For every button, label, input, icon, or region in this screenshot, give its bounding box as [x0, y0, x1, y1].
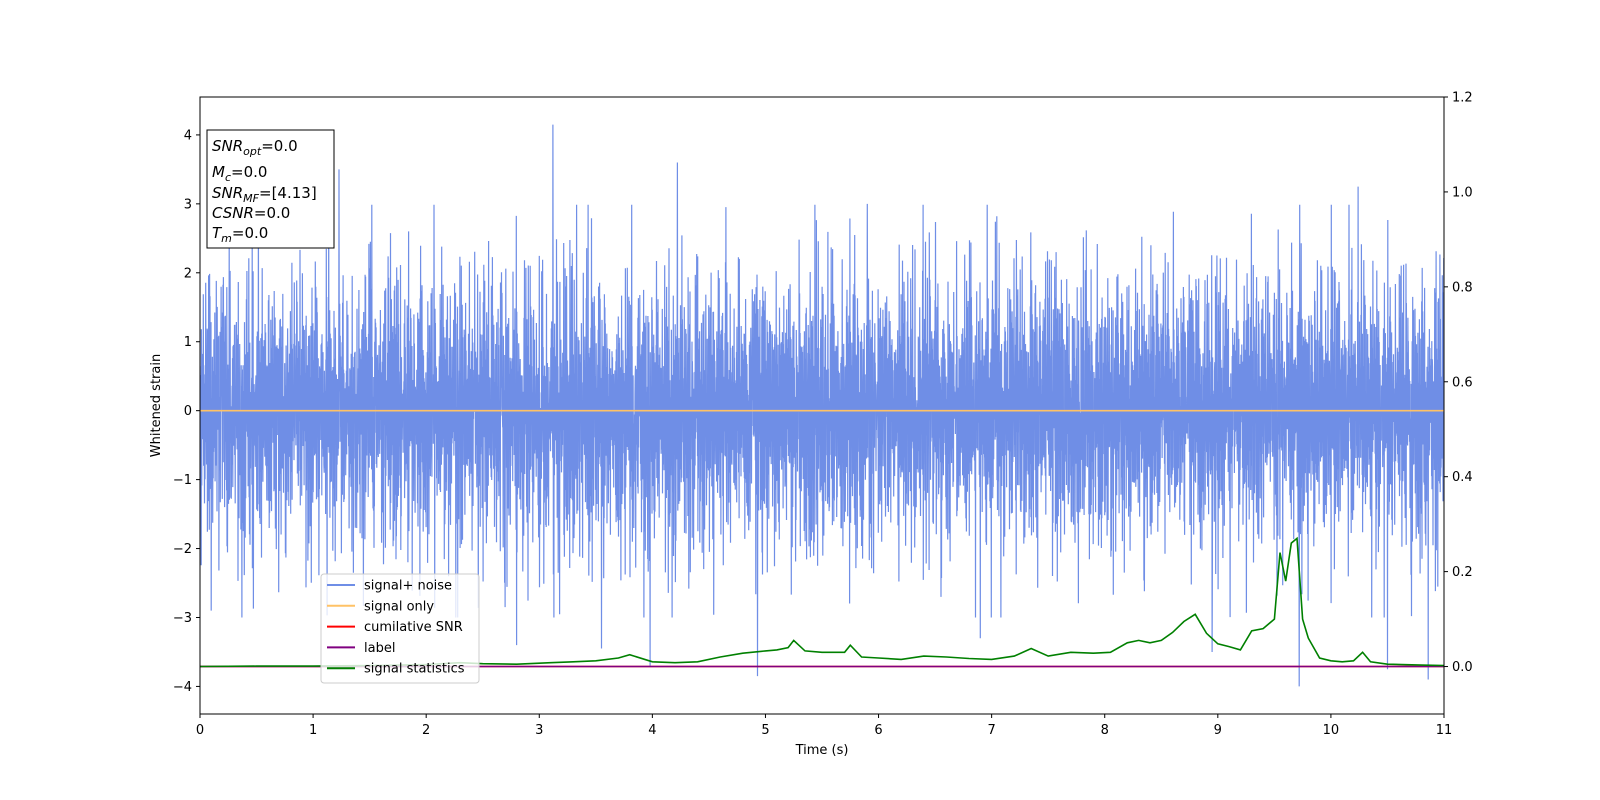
plot-area-frame — [199, 96, 1445, 715]
legend-item-label[interactable]: label — [327, 641, 395, 656]
x-tick-label: 1 — [309, 723, 317, 738]
y2-tick-label: 0.8 — [1452, 280, 1473, 295]
y-tick-label: 4 — [184, 128, 192, 143]
legend-label: label — [364, 641, 395, 656]
x-axis: 0 1 2 3 4 5 6 7 8 9 10 11 — [196, 714, 1452, 738]
info-line: Mc=0.0 — [212, 163, 267, 184]
y-tick-label: 0 — [184, 404, 192, 419]
x-tick-label: 11 — [1436, 723, 1453, 738]
y2-tick-label: 0.2 — [1452, 565, 1473, 580]
y2-tick-label: 0.6 — [1452, 375, 1473, 390]
legend-item-signal-statistics[interactable]: signal statistics — [327, 662, 465, 677]
x-axis-label: Time (s) — [795, 743, 849, 758]
y-tick-label: −4 — [173, 680, 192, 695]
x-tick-label: 2 — [422, 723, 430, 738]
info-line: SNRMF=[4.13] — [212, 184, 317, 205]
legend-label: cumilative SNR — [364, 620, 463, 635]
y-axis-right: 0.0 0.2 0.4 0.6 0.8 1.0 1.2 — [1444, 91, 1473, 675]
legend-item-signal-only[interactable]: signal only — [327, 599, 434, 614]
y-tick-label: 3 — [184, 197, 192, 212]
info-line: CSNR=0.0 — [212, 204, 290, 222]
legend-label: signal statistics — [364, 662, 465, 677]
info-line: SNRopt=0.0 — [212, 137, 298, 158]
legend-item-cumilative-snr[interactable]: cumilative SNR — [327, 620, 463, 635]
series-line-signal-statistics — [200, 536, 1444, 668]
series-signal-plus-noise — [200, 124, 1444, 687]
y-axis-label: Whitened strain — [149, 354, 164, 457]
series-line-signal-plus-noise — [200, 124, 1444, 687]
legend[interactable]: signal+ noise signal only cumilative SNR la… — [320, 573, 480, 684]
y-tick-label: −3 — [173, 611, 192, 626]
y2-tick-label: 1.0 — [1452, 185, 1473, 200]
x-tick-label: 8 — [1101, 723, 1109, 738]
y-axis-left: −4 −3 −2 −1 0 1 2 3 4 — [173, 128, 200, 695]
y-tick-label: −2 — [173, 542, 192, 557]
legend-label: signal only — [364, 599, 434, 614]
x-tick-label: 3 — [535, 723, 543, 738]
legend-item-signal-plus-noise[interactable]: signal+ noise — [327, 579, 452, 594]
legend-label: signal+ noise — [364, 579, 452, 594]
x-tick-label: 4 — [648, 723, 656, 738]
y-tick-label: −1 — [173, 473, 192, 488]
x-tick-label: 7 — [987, 723, 995, 738]
x-tick-label: 10 — [1323, 723, 1340, 738]
y2-tick-label: 0.0 — [1452, 660, 1473, 675]
x-tick-label: 5 — [761, 723, 769, 738]
x-tick-label: 6 — [874, 723, 882, 738]
info-box-frame — [206, 129, 335, 249]
y2-tick-label: 0.4 — [1452, 470, 1473, 485]
info-line: Tm=0.0 — [212, 224, 268, 245]
legend-frame — [320, 573, 480, 684]
y2-tick-label: 1.2 — [1452, 91, 1473, 106]
y-tick-label: 1 — [184, 335, 192, 350]
x-tick-label: 9 — [1214, 723, 1222, 738]
y-tick-label: 2 — [184, 266, 192, 281]
x-tick-label: 0 — [196, 723, 204, 738]
